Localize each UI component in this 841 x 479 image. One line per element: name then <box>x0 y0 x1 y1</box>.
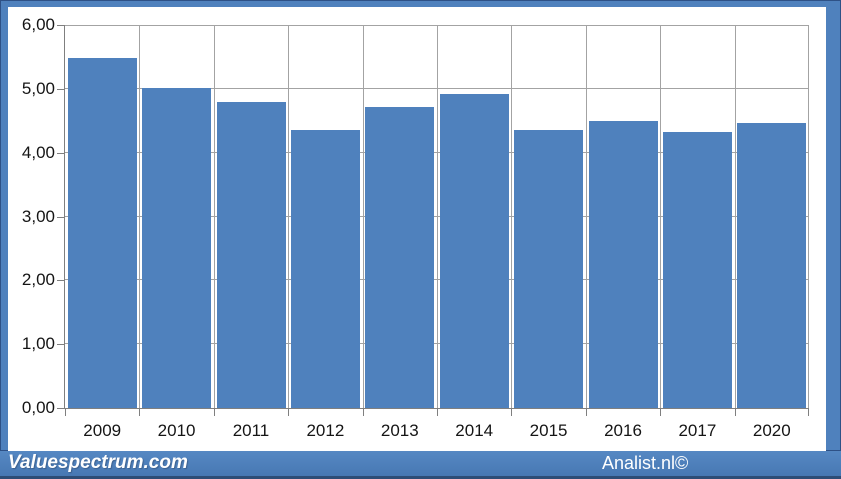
x-axis-label: 2016 <box>604 421 642 440</box>
x-gridline <box>511 25 512 408</box>
bar-2012 <box>290 130 360 408</box>
x-gridline <box>363 25 364 408</box>
y-axis-label: 2,00 <box>21 270 55 289</box>
x-gridline <box>735 25 736 408</box>
x-gridline <box>214 25 215 408</box>
y-axis-label: 5,00 <box>21 79 55 98</box>
x-axis-label: 2020 <box>752 421 791 440</box>
y-axis-label: 0,00 <box>21 398 55 417</box>
bar-2015 <box>514 130 584 408</box>
x-tick-mark <box>511 409 512 416</box>
bar-2010 <box>142 88 212 408</box>
bar-2013 <box>365 107 435 408</box>
y-tick-mark <box>57 89 64 90</box>
y-tick-mark <box>57 217 64 218</box>
plot-area: 0,00 1,00 2,00 3,00 4,00 5,00 6,00 2009 2010 2011… <box>22 15 809 440</box>
x-axis-label: 2014 <box>455 421 494 440</box>
footer-bar: Valuespectrum.com Analist.nl© <box>0 451 841 479</box>
x-tick-mark <box>65 409 66 416</box>
y-tick-mark <box>57 280 64 281</box>
x-gridline <box>139 25 140 408</box>
x-axis-label: 2009 <box>83 421 122 440</box>
y-tick-mark <box>57 25 64 26</box>
x-tick-mark <box>288 409 289 416</box>
bar-2016 <box>588 121 658 408</box>
x-tick-mark <box>363 409 364 416</box>
x-gridline <box>288 25 289 408</box>
credit-text: Analist.nl© <box>602 453 689 473</box>
bar-2009 <box>67 58 137 408</box>
x-axis-label: 2010 <box>157 421 196 440</box>
x-axis-label: 2012 <box>306 421 345 440</box>
y-tick-mark <box>57 153 64 154</box>
x-tick-mark <box>808 409 809 416</box>
x-tick-mark <box>735 409 736 416</box>
bar-2017 <box>662 132 732 408</box>
x-tick-mark <box>660 409 661 416</box>
x-tick-mark <box>214 409 215 416</box>
x-axis-label: 2013 <box>380 421 419 440</box>
brand-logo-text: Valuespectrum.com <box>8 452 188 473</box>
y-tick-mark <box>57 408 64 409</box>
bar-2020 <box>737 123 807 408</box>
y-axis-label: 6,00 <box>21 15 55 34</box>
x-gridline <box>660 25 661 408</box>
x-axis-label: 2015 <box>529 421 568 440</box>
y-axis-label: 1,00 <box>21 334 55 353</box>
y-axis-label: 3,00 <box>21 207 55 226</box>
x-axis-label: 2017 <box>678 421 717 440</box>
x-tick-mark <box>139 409 140 416</box>
x-axis-line <box>64 408 809 409</box>
x-tick-mark <box>437 409 438 416</box>
x-gridline <box>808 25 809 408</box>
y-axis-label: 4,00 <box>21 143 55 162</box>
x-gridline <box>586 25 587 408</box>
bar-2014 <box>439 94 509 408</box>
x-gridline <box>437 25 438 408</box>
x-axis-label: 2011 <box>232 421 270 440</box>
y-axis-line <box>64 25 65 409</box>
bar-2011 <box>216 102 286 408</box>
x-tick-mark <box>586 409 587 416</box>
y-tick-mark <box>57 344 64 345</box>
